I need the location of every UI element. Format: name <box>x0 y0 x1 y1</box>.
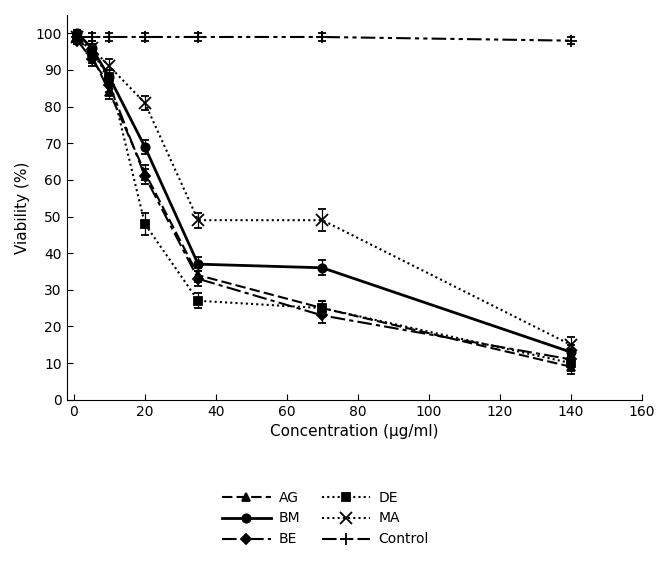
X-axis label: Concentration (μg/ml): Concentration (μg/ml) <box>270 424 439 439</box>
Y-axis label: Viability (%): Viability (%) <box>15 161 30 254</box>
Legend: AG, BM, BE, DE, MA, Control: AG, BM, BE, DE, MA, Control <box>215 484 436 553</box>
